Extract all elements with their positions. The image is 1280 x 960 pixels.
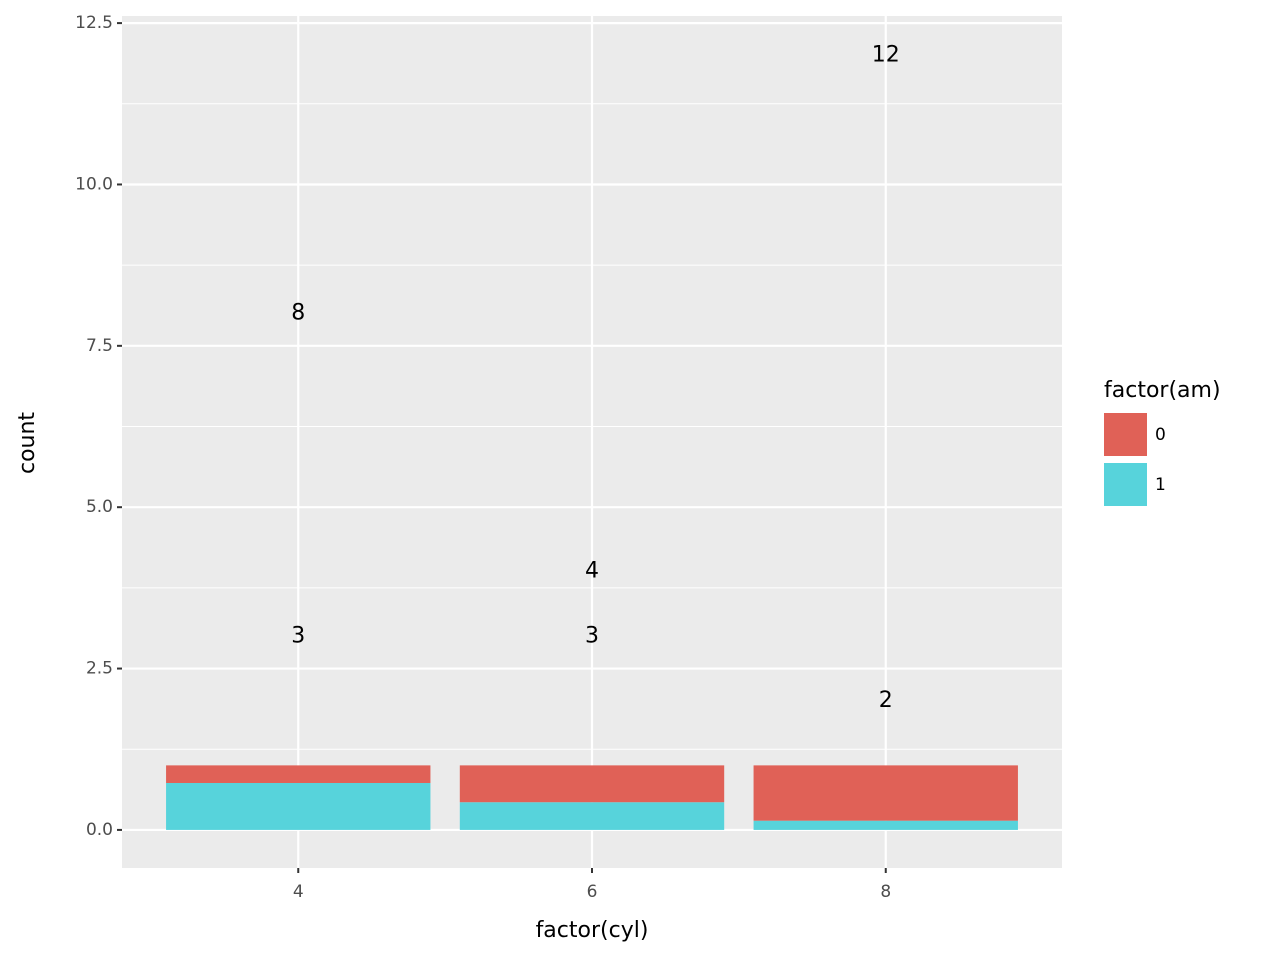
legend-label: 1 xyxy=(1155,475,1166,495)
y-tick-label: 10.0 xyxy=(75,174,113,194)
x-tick-label: 6 xyxy=(587,882,598,902)
bar-segment xyxy=(753,765,1018,821)
count-label: 2 xyxy=(879,688,893,713)
x-tick-label: 8 xyxy=(880,882,891,902)
y-tick-label: 2.5 xyxy=(86,659,113,679)
legend-label: 0 xyxy=(1155,425,1166,445)
y-tick-label: 5.0 xyxy=(86,497,113,517)
legend-title: factor(am) xyxy=(1104,378,1221,403)
count-label: 12 xyxy=(872,42,900,67)
legend-key xyxy=(1104,463,1147,506)
marks xyxy=(166,765,1018,830)
x-tick-label: 4 xyxy=(293,882,304,902)
y-axis-title: count xyxy=(15,412,40,474)
count-label: 3 xyxy=(585,623,599,648)
bar-segment xyxy=(166,782,431,830)
bar-segment xyxy=(753,820,1018,830)
bar-segment xyxy=(459,765,725,803)
grid xyxy=(122,16,1062,868)
y-tick-label: 7.5 xyxy=(86,336,113,356)
count-label: 8 xyxy=(291,301,305,326)
x-axis-title: factor(cyl) xyxy=(536,918,649,943)
count-label: 3 xyxy=(291,623,305,648)
y-tick-label: 0.0 xyxy=(86,820,113,840)
count-label: 4 xyxy=(585,559,599,584)
legend-key xyxy=(1104,413,1147,456)
bar-segment xyxy=(166,765,431,783)
bar-segment xyxy=(459,802,725,830)
y-tick-label: 12.5 xyxy=(75,13,113,33)
